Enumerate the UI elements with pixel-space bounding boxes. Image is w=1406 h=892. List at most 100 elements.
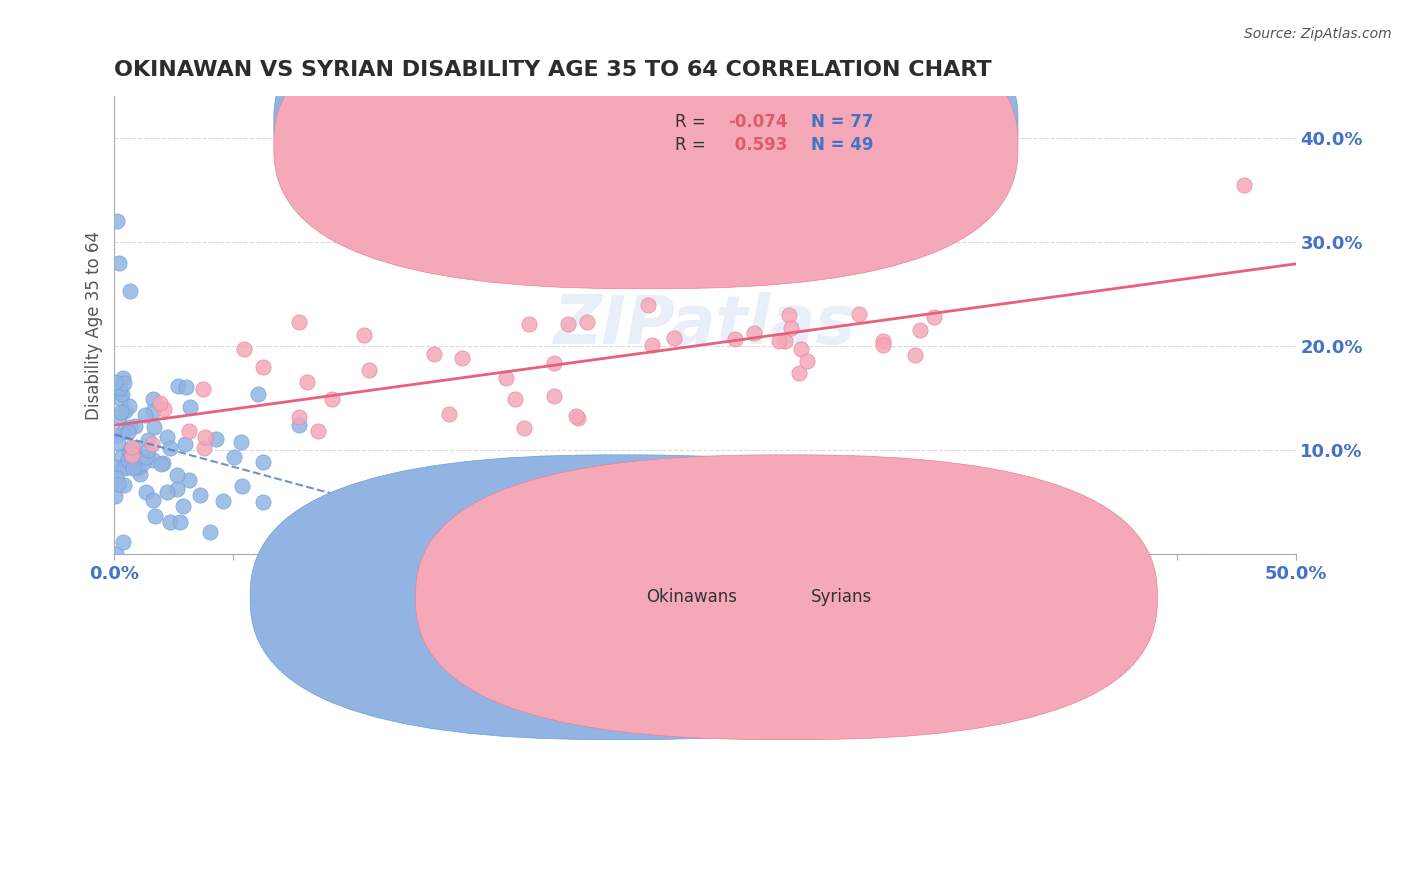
Okinawans bbox=[205, 432, 228, 446]
Syrians bbox=[773, 334, 796, 349]
Okinawans bbox=[105, 214, 128, 228]
Syrians bbox=[437, 408, 460, 422]
Okinawans bbox=[104, 375, 127, 389]
Syrians bbox=[768, 334, 790, 348]
Okinawans bbox=[111, 459, 134, 474]
Syrians bbox=[637, 297, 659, 311]
Okinawans bbox=[152, 456, 174, 470]
FancyBboxPatch shape bbox=[274, 3, 1018, 289]
Text: Okinawans: Okinawans bbox=[645, 588, 737, 607]
Syrians bbox=[567, 411, 589, 425]
Syrians bbox=[848, 307, 870, 321]
Syrians bbox=[662, 331, 685, 345]
Text: N = 77: N = 77 bbox=[811, 112, 873, 130]
Okinawans bbox=[120, 420, 142, 434]
FancyBboxPatch shape bbox=[605, 99, 959, 178]
Okinawans bbox=[122, 441, 145, 455]
Okinawans bbox=[198, 525, 221, 540]
Okinawans bbox=[149, 457, 172, 471]
Syrians bbox=[191, 382, 214, 396]
Okinawans bbox=[143, 419, 166, 434]
Okinawans bbox=[287, 417, 309, 432]
Syrians bbox=[193, 441, 215, 455]
Syrians bbox=[790, 342, 813, 356]
Okinawans bbox=[108, 256, 131, 270]
Okinawans bbox=[107, 409, 129, 423]
Syrians bbox=[450, 351, 472, 366]
Okinawans bbox=[107, 476, 129, 491]
Syrians bbox=[780, 321, 803, 335]
Okinawans bbox=[117, 425, 139, 440]
Okinawans bbox=[143, 509, 166, 524]
Okinawans bbox=[159, 441, 181, 455]
Text: R =: R = bbox=[675, 112, 711, 130]
Okinawans bbox=[124, 451, 146, 466]
Okinawans bbox=[211, 494, 233, 508]
Okinawans bbox=[159, 515, 181, 529]
Okinawans bbox=[111, 386, 134, 401]
Syrians bbox=[872, 334, 894, 348]
Okinawans bbox=[110, 405, 132, 419]
Okinawans bbox=[173, 437, 195, 451]
Okinawans bbox=[120, 441, 142, 455]
Syrians bbox=[194, 430, 217, 444]
Okinawans bbox=[105, 428, 128, 442]
Okinawans bbox=[105, 385, 128, 400]
Okinawans bbox=[172, 499, 194, 513]
Syrians bbox=[321, 392, 343, 407]
Okinawans bbox=[155, 485, 177, 500]
Syrians bbox=[904, 348, 927, 362]
Syrians bbox=[179, 424, 201, 438]
Okinawans bbox=[179, 473, 201, 487]
Syrians bbox=[295, 375, 318, 389]
Okinawans bbox=[112, 376, 135, 391]
Syrians bbox=[543, 356, 565, 370]
Okinawans bbox=[135, 485, 157, 500]
Syrians bbox=[121, 440, 143, 454]
Syrians bbox=[641, 338, 664, 352]
Text: OKINAWAN VS SYRIAN DISABILITY AGE 35 TO 64 CORRELATION CHART: OKINAWAN VS SYRIAN DISABILITY AGE 35 TO … bbox=[114, 60, 993, 79]
Okinawans bbox=[167, 379, 190, 393]
Okinawans bbox=[112, 535, 135, 549]
Syrians bbox=[307, 424, 329, 438]
Syrians bbox=[513, 421, 536, 435]
Text: Source: ZipAtlas.com: Source: ZipAtlas.com bbox=[1244, 27, 1392, 41]
Text: ZIPatlas: ZIPatlas bbox=[554, 293, 856, 359]
Okinawans bbox=[112, 425, 135, 439]
Syrians bbox=[1232, 178, 1254, 192]
Text: N = 49: N = 49 bbox=[811, 136, 873, 153]
Syrians bbox=[288, 409, 311, 424]
Syrians bbox=[796, 353, 818, 368]
Okinawans bbox=[111, 371, 134, 385]
Syrians bbox=[517, 317, 540, 331]
Syrians bbox=[503, 392, 526, 406]
Syrians bbox=[543, 389, 565, 403]
Okinawans bbox=[118, 399, 141, 413]
Okinawans bbox=[124, 419, 146, 434]
Okinawans bbox=[104, 489, 127, 503]
Okinawans bbox=[104, 547, 127, 561]
Syrians bbox=[495, 371, 517, 385]
Syrians bbox=[149, 396, 172, 410]
Okinawans bbox=[222, 450, 245, 464]
Okinawans bbox=[134, 408, 156, 422]
Okinawans bbox=[231, 479, 253, 493]
Okinawans bbox=[188, 488, 211, 502]
Okinawans bbox=[110, 392, 132, 406]
FancyBboxPatch shape bbox=[250, 455, 993, 739]
Okinawans bbox=[105, 460, 128, 475]
Okinawans bbox=[252, 455, 274, 469]
Okinawans bbox=[118, 284, 141, 298]
Y-axis label: Disability Age 35 to 64: Disability Age 35 to 64 bbox=[86, 231, 103, 420]
Syrians bbox=[141, 437, 163, 451]
Okinawans bbox=[252, 495, 274, 509]
Syrians bbox=[565, 409, 588, 423]
Okinawans bbox=[117, 453, 139, 467]
Okinawans bbox=[142, 493, 165, 508]
Syrians bbox=[742, 326, 765, 340]
Okinawans bbox=[112, 477, 135, 491]
Syrians bbox=[357, 362, 380, 376]
Okinawans bbox=[229, 434, 252, 449]
Okinawans bbox=[111, 449, 134, 463]
Okinawans bbox=[136, 442, 159, 457]
